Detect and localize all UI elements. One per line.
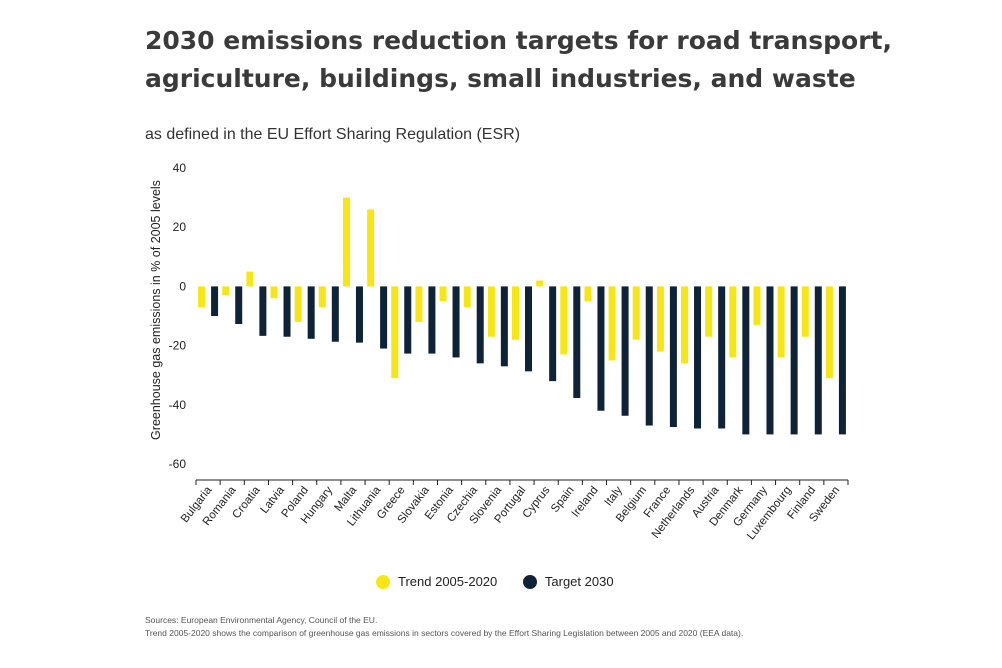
- bar-target-2030: [355, 286, 363, 343]
- bar-chart: 40 20 0 -20 -40 -60 Greenhouse gas emissions i…: [149, 161, 849, 542]
- bar-target-2030: [500, 286, 508, 367]
- bar-trend-2005-2020: [656, 286, 664, 352]
- y-tick-label: -20: [169, 339, 187, 353]
- bar-target-2030: [211, 286, 219, 316]
- sources-line: Sources: European Environmental Agency, …: [145, 615, 378, 625]
- bar-target-2030: [525, 286, 532, 372]
- bar-trend-2005-2020: [367, 209, 375, 287]
- bar-trend-2005-2020: [632, 286, 640, 340]
- y-tick-label: 0: [179, 279, 186, 293]
- y-axis-title: Greenhouse gas emissions in % of 2005 le…: [149, 180, 163, 440]
- bar-target-2030: [766, 286, 774, 435]
- bar-trend-2005-2020: [391, 286, 399, 379]
- bar-trend-2005-2020: [729, 286, 737, 358]
- bar-trend-2005-2020: [318, 286, 326, 308]
- bar-trend-2005-2020: [536, 280, 544, 287]
- bar-target-2030: [838, 286, 846, 435]
- bar-target-2030: [307, 286, 315, 339]
- bar-trend-2005-2020: [463, 286, 471, 308]
- bar-trend-2005-2020: [198, 286, 206, 308]
- bar-trend-2005-2020: [222, 286, 230, 296]
- sources-note: Sources: European Environmental Agency, …: [145, 614, 743, 640]
- bar-trend-2005-2020: [608, 286, 616, 361]
- bar-target-2030: [742, 286, 750, 435]
- bar-trend-2005-2020: [705, 286, 713, 337]
- bar-trend-2005-2020: [753, 286, 761, 325]
- bar-target-2030: [476, 286, 484, 364]
- bar-trend-2005-2020: [825, 286, 833, 379]
- bar-trend-2005-2020: [270, 286, 278, 299]
- y-tick-label: -40: [169, 398, 187, 412]
- legend-item-trend: Trend 2005-2020: [376, 574, 497, 589]
- bar-trend-2005-2020: [439, 286, 447, 302]
- legend-swatch-target: [522, 574, 537, 589]
- bar-target-2030: [621, 286, 629, 416]
- bar-target-2030: [428, 286, 436, 354]
- bar-trend-2005-2020: [487, 286, 495, 337]
- bar-trend-2005-2020: [681, 286, 689, 364]
- legend-swatch-trend: [376, 574, 390, 589]
- bar-target-2030: [694, 286, 702, 429]
- bar-target-2030: [814, 286, 822, 435]
- bar-target-2030: [452, 286, 460, 358]
- bar-trend-2005-2020: [342, 197, 350, 287]
- legend-label-target: Target 2030: [544, 574, 614, 589]
- bar-target-2030: [597, 286, 605, 411]
- bar-trend-2005-2020: [777, 286, 785, 358]
- bar-trend-2005-2020: [801, 286, 809, 337]
- bar-target-2030: [380, 286, 388, 349]
- bar-trend-2005-2020: [560, 286, 568, 355]
- bar-trend-2005-2020: [294, 286, 302, 322]
- bar-target-2030: [790, 286, 798, 435]
- chart-subtitle: as defined in the EU Effort Sharing Regu…: [145, 126, 521, 143]
- bar-trend-2005-2020: [584, 286, 592, 302]
- methodology-note: Trend 2005-2020 shows the comparison of …: [145, 628, 744, 638]
- legend-item-target: Target 2030: [522, 574, 614, 589]
- y-tick-label: 20: [173, 220, 187, 234]
- x-category-label: Ireland: [570, 484, 601, 519]
- bar-target-2030: [718, 286, 726, 429]
- legend-label-trend: Trend 2005-2020: [398, 574, 498, 589]
- x-category-label: Italy: [603, 484, 626, 508]
- bar-trend-2005-2020: [415, 286, 423, 322]
- y-tick-label: 40: [173, 161, 187, 175]
- bar-target-2030: [645, 286, 653, 426]
- bar-trend-2005-2020: [512, 286, 519, 340]
- bar-target-2030: [235, 286, 243, 324]
- bar-target-2030: [331, 286, 339, 342]
- bar-target-2030: [669, 286, 677, 427]
- y-tick-label: -60: [169, 457, 187, 471]
- bar-target-2030: [259, 286, 267, 336]
- bar-target-2030: [404, 286, 412, 354]
- legend: Trend 2005-2020 Target 2030: [376, 574, 636, 592]
- chart-title: 2030 emissions reduction targets for roa…: [145, 26, 893, 93]
- bar-target-2030: [549, 286, 557, 382]
- bar-target-2030: [573, 286, 581, 398]
- bar-target-2030: [283, 286, 291, 337]
- bar-trend-2005-2020: [246, 271, 254, 287]
